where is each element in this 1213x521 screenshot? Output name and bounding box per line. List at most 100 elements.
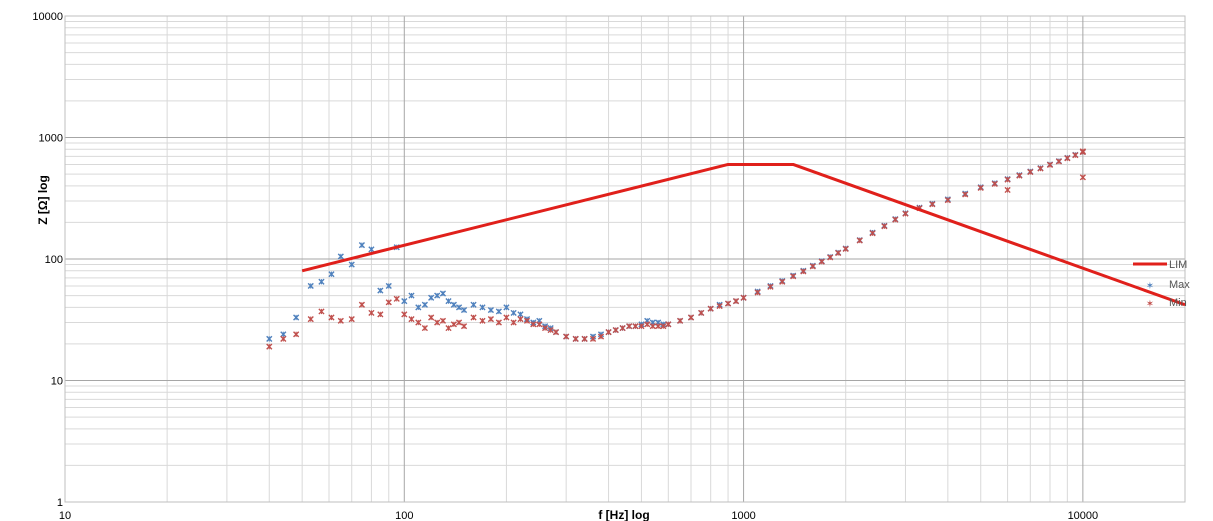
- data-point-min: [944, 197, 951, 204]
- data-point-max: [328, 271, 335, 278]
- y-tick-label: 100: [45, 254, 63, 266]
- legend-swatch-max: ✶: [1146, 281, 1154, 292]
- data-point-max: [450, 301, 457, 308]
- data-point-min: [280, 335, 287, 342]
- legend-item-lim: LIM: [1133, 259, 1187, 271]
- data-point-min: [790, 273, 797, 280]
- data-point-min: [266, 343, 273, 350]
- data-point-min: [779, 278, 786, 285]
- y-tick-label: 1000: [39, 133, 63, 145]
- legend-item-max: ✶ Max: [1146, 279, 1190, 292]
- data-point-min: [698, 309, 705, 317]
- data-point-min: [470, 314, 477, 321]
- data-point-max: [434, 292, 441, 299]
- data-point-min: [536, 321, 543, 328]
- legend-swatch-min: ✶: [1146, 299, 1154, 310]
- data-point-min: [428, 314, 435, 321]
- series-min: [266, 148, 1086, 350]
- data-point-min: [687, 314, 695, 321]
- data-point-min: [1055, 158, 1063, 165]
- data-point-max: [421, 301, 428, 308]
- data-point-min: [800, 268, 807, 275]
- data-point-min: [842, 245, 849, 253]
- data-point-min: [393, 295, 400, 302]
- x-tick-label: 1000: [731, 510, 755, 521]
- data-point-min: [445, 324, 452, 332]
- data-point-max: [293, 314, 300, 321]
- data-point-min: [1079, 174, 1086, 181]
- data-point-min: [401, 311, 408, 318]
- data-point-min: [572, 335, 579, 342]
- data-point-min: [677, 317, 684, 324]
- data-point-min: [439, 317, 447, 324]
- data-point-max: [368, 246, 375, 253]
- y-tick-label: 10000: [32, 11, 63, 23]
- data-point-min: [408, 316, 415, 323]
- data-point-max: [358, 242, 365, 249]
- data-point-min: [552, 329, 560, 336]
- data-point-min: [660, 323, 667, 330]
- data-point-min: [1016, 172, 1023, 179]
- data-point-min: [541, 324, 549, 332]
- data-point-min: [869, 230, 876, 237]
- data-point-max: [503, 304, 510, 311]
- data-point-max: [428, 294, 435, 301]
- data-point-min: [460, 323, 468, 330]
- data-point-min: [767, 283, 774, 290]
- data-point-min: [530, 321, 537, 328]
- data-point-min: [547, 326, 554, 334]
- data-point-min: [307, 316, 314, 323]
- legend: LIM ✶ Max ✶ Min: [1133, 259, 1190, 310]
- data-point-min: [649, 323, 656, 330]
- data-point-max: [337, 253, 344, 260]
- data-point-min: [754, 289, 761, 296]
- data-point-max: [401, 298, 408, 305]
- data-point-min: [716, 302, 723, 310]
- data-point-min: [1064, 155, 1071, 162]
- data-point-min: [619, 324, 626, 332]
- data-point-min: [1004, 186, 1011, 194]
- data-point-max: [439, 290, 447, 297]
- x-tick-label: 10: [59, 510, 71, 521]
- data-point-min: [707, 305, 714, 312]
- legend-label-min: Min: [1169, 297, 1187, 309]
- x-axis-tick-labels: 10 100 1000 10000: [59, 510, 1098, 521]
- data-point-min: [902, 210, 909, 217]
- data-point-min: [929, 201, 936, 208]
- y-tick-label: 10: [51, 376, 63, 388]
- data-point-max: [517, 311, 524, 318]
- lim-line: [301, 162, 1186, 307]
- data-point-min: [421, 324, 428, 332]
- data-point-max: [307, 282, 314, 290]
- data-point-min: [377, 311, 384, 318]
- y-tick-label: 1: [57, 497, 63, 509]
- data-point-min: [892, 216, 899, 223]
- x-tick-label: 10000: [1068, 510, 1099, 521]
- data-point-min: [328, 314, 335, 321]
- data-point-min: [597, 333, 605, 340]
- data-point-min: [977, 184, 984, 191]
- data-point-max: [470, 301, 477, 308]
- data-point-min: [809, 263, 816, 270]
- data-point-max: [455, 304, 463, 311]
- data-point-max: [487, 306, 494, 314]
- data-point-min: [740, 294, 747, 301]
- data-point-min: [318, 308, 325, 315]
- data-point-min: [626, 323, 633, 330]
- data-point-min: [503, 314, 510, 321]
- data-point-max: [318, 278, 325, 285]
- data-point-min: [1037, 165, 1044, 172]
- data-point-min: [348, 316, 355, 323]
- data-point-min: [293, 331, 300, 338]
- data-point-min: [487, 316, 494, 323]
- data-point-min: [835, 249, 842, 257]
- data-point-min: [1072, 152, 1079, 159]
- data-point-min: [732, 298, 740, 305]
- data-point-min: [1046, 161, 1054, 168]
- legend-item-min: ✶ Min: [1146, 297, 1187, 310]
- data-point-min: [450, 321, 457, 328]
- x-axis-title: f [Hz] log: [598, 508, 649, 521]
- data-point-min: [1027, 168, 1034, 176]
- y-axis-tick-labels: 1 10 100 1000 10000: [32, 11, 63, 509]
